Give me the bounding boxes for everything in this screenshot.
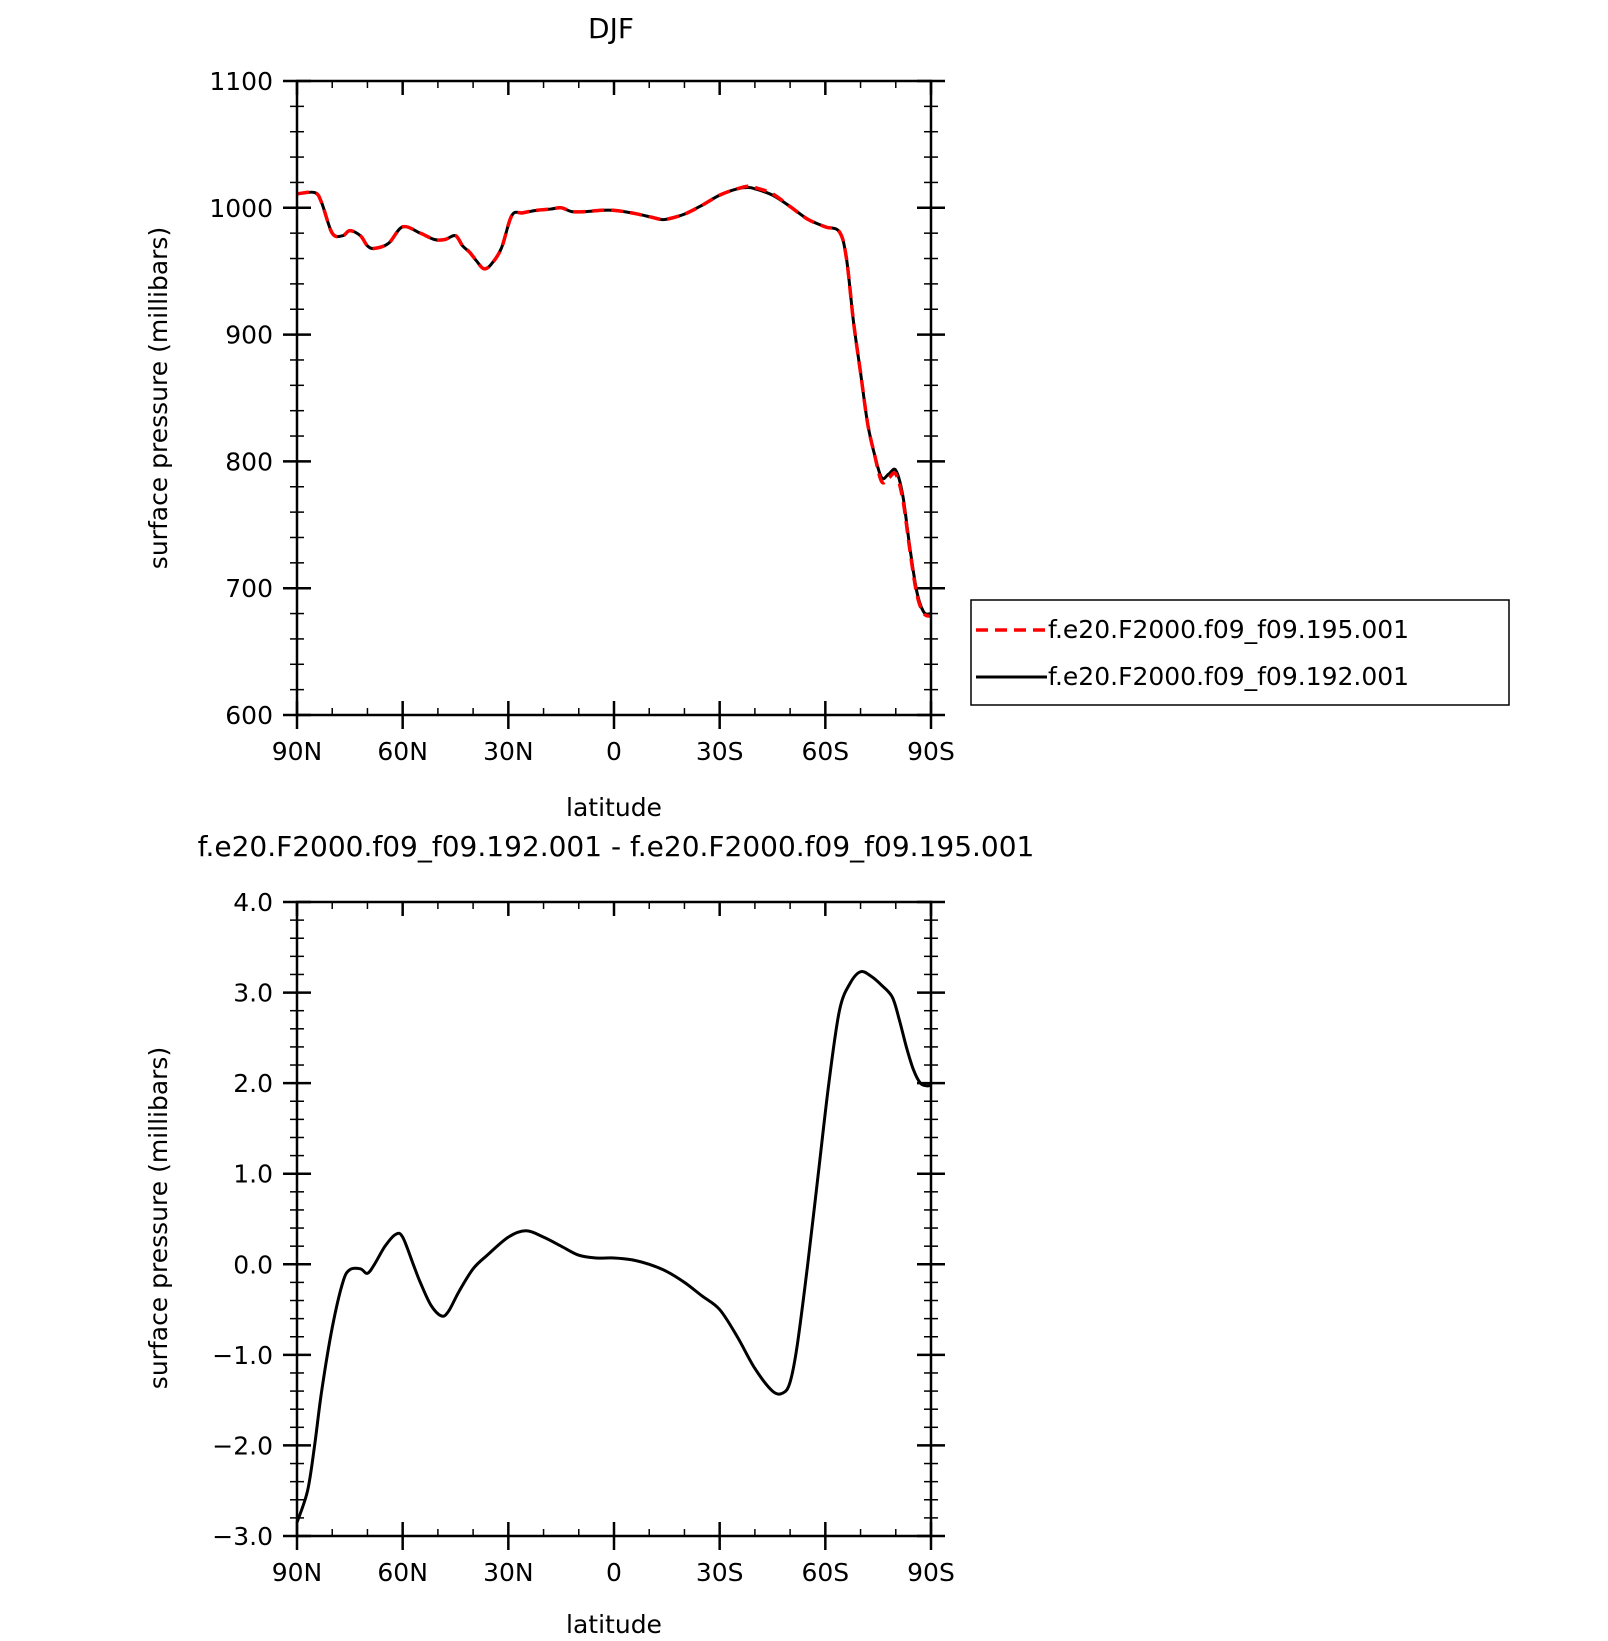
bottom-y-tick-label: −3.0 (212, 1522, 273, 1551)
bottom-series-line-0 (295, 970, 932, 1523)
top-tick-labels: 90N 60N 30N 0 30S 60S 90S 600 700 800 900 1000 1100 (209, 67, 954, 766)
bottom-chart-title: f.e20.F2000.f09_f09.192.001 - f.e20.F200… (198, 830, 1035, 863)
top-x-axis-label: latitude (566, 793, 662, 822)
top-x-tick-label: 90N (272, 737, 323, 766)
top-x-tick-label: 30N (483, 737, 534, 766)
bottom-panel: f.e20.F2000.f09_f09.192.001 - f.e20.F200… (144, 830, 1034, 1639)
bottom-x-tick-label: 60N (377, 1558, 428, 1587)
top-x-tick-label: 60S (801, 737, 849, 766)
bottom-axis-ticks (283, 900, 945, 1550)
legend-label-192: f.e20.F2000.f09_f09.192.001 (1048, 662, 1409, 691)
bottom-x-tick-label: 0 (606, 1558, 622, 1587)
bottom-y-axis-label: surface pressure (millibars) (144, 1047, 173, 1389)
top-x-tick-label: 90S (907, 737, 955, 766)
bottom-x-tick-label: 30S (696, 1558, 744, 1587)
top-y-axis-label: surface pressure (millibars) (144, 227, 173, 569)
top-series-line-0 (296, 184, 932, 618)
top-axis-ticks (283, 79, 945, 729)
top-plot-frame (295, 79, 933, 717)
bottom-x-axis-label: latitude (566, 1610, 662, 1639)
bottom-tick-labels: 90N 60N 30N 0 30S 60S 90S −3.0 −2.0 −1.0 0.0 1.0 2.0… (212, 888, 955, 1587)
top-series-line-1 (296, 186, 932, 616)
top-y-tick-label: 700 (225, 574, 273, 603)
top-y-tick-label: 1100 (209, 67, 273, 96)
bottom-series-group (295, 970, 932, 1523)
bottom-y-tick-label: 4.0 (233, 888, 273, 917)
bottom-y-tick-label: 1.0 (233, 1160, 273, 1189)
top-x-tick-label: 30S (696, 737, 744, 766)
bottom-y-tick-label: −1.0 (212, 1341, 273, 1370)
top-y-tick-label: 600 (225, 701, 273, 730)
top-y-tick-label: 1000 (209, 194, 273, 223)
bottom-y-tick-label: 2.0 (233, 1069, 273, 1098)
legend-box (970, 599, 1510, 706)
top-chart-title: DJF (588, 12, 634, 45)
top-series-group (296, 184, 932, 618)
bottom-y-tick-label: 3.0 (233, 979, 273, 1008)
top-y-tick-label: 900 (225, 321, 273, 350)
top-x-tick-label: 0 (606, 737, 622, 766)
bottom-x-tick-label: 90N (272, 1558, 323, 1587)
bottom-y-tick-label: −2.0 (212, 1431, 273, 1460)
legend: f.e20.F2000.f09_f09.195.001 f.e20.F2000.… (970, 599, 1510, 706)
bottom-x-tick-label: 90S (907, 1558, 955, 1587)
bottom-y-tick-label: 0.0 (233, 1250, 273, 1279)
bottom-plot-frame (295, 900, 933, 1538)
bottom-x-tick-label: 30N (483, 1558, 534, 1587)
top-panel: DJF 90N 60N 30N 0 30S 60S 90S 600 700 800 900 1000 1… (144, 12, 1510, 822)
top-x-tick-label: 60N (377, 737, 428, 766)
top-y-tick-label: 800 (225, 447, 273, 476)
legend-label-195: f.e20.F2000.f09_f09.195.001 (1048, 615, 1409, 644)
bottom-x-tick-label: 60S (801, 1558, 849, 1587)
